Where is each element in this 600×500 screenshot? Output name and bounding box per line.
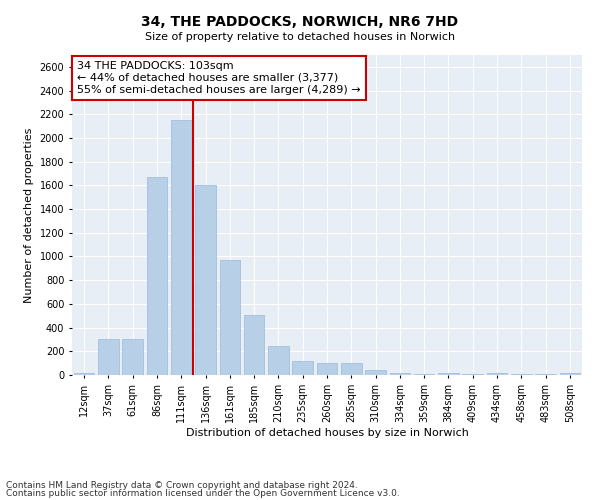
X-axis label: Distribution of detached houses by size in Norwich: Distribution of detached houses by size …	[185, 428, 469, 438]
Text: Size of property relative to detached houses in Norwich: Size of property relative to detached ho…	[145, 32, 455, 42]
Text: Contains public sector information licensed under the Open Government Licence v3: Contains public sector information licen…	[6, 489, 400, 498]
Bar	[365, 370, 386, 375]
Bar	[463, 374, 483, 375]
Bar	[438, 372, 459, 375]
Bar	[292, 361, 313, 375]
Text: 34, THE PADDOCKS, NORWICH, NR6 7HD: 34, THE PADDOCKS, NORWICH, NR6 7HD	[142, 15, 458, 29]
Bar	[511, 374, 532, 375]
Text: 34 THE PADDOCKS: 103sqm
← 44% of detached houses are smaller (3,377)
55% of semi: 34 THE PADDOCKS: 103sqm ← 44% of detache…	[77, 62, 361, 94]
Bar	[74, 372, 94, 375]
Bar	[146, 177, 167, 375]
Bar	[414, 374, 434, 375]
Bar	[220, 260, 240, 375]
Bar	[195, 186, 216, 375]
Bar	[389, 373, 410, 375]
Bar	[487, 372, 508, 375]
Bar	[244, 314, 265, 375]
Bar	[122, 340, 143, 375]
Bar	[268, 346, 289, 375]
Bar	[171, 120, 191, 375]
Text: Contains HM Land Registry data © Crown copyright and database right 2024.: Contains HM Land Registry data © Crown c…	[6, 480, 358, 490]
Bar	[535, 374, 556, 375]
Bar	[560, 372, 580, 375]
Bar	[341, 363, 362, 375]
Y-axis label: Number of detached properties: Number of detached properties	[24, 128, 34, 302]
Bar	[98, 340, 119, 375]
Bar	[317, 363, 337, 375]
